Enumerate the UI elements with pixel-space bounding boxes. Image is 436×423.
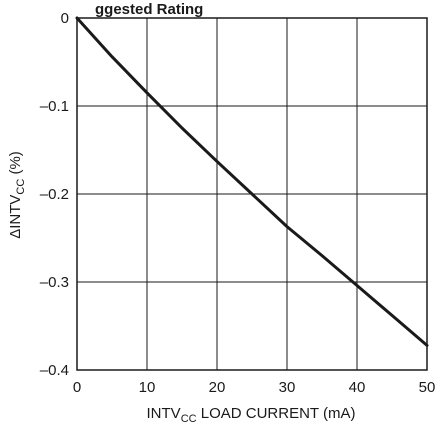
series-group	[75, 16, 429, 347]
y-tick-label: –0.3	[40, 274, 69, 291]
x-tick-label: 40	[349, 379, 366, 396]
y-tick-label: 0	[61, 10, 69, 27]
x-tick-labels: 0 10 20 30 40 50	[73, 379, 436, 396]
y-tick-label: –0.2	[40, 186, 69, 203]
series-line	[75, 16, 429, 347]
x-tick-label: 30	[279, 379, 296, 396]
x-axis-label: INTVCC LOAD CURRENT (mA)	[147, 405, 356, 423]
plot-frame	[76, 17, 428, 371]
y-tick-labels: 0 –0.1 –0.2 –0.3 –0.4	[40, 10, 69, 379]
y-axis-label: ΔINTVCC (%)	[7, 151, 27, 239]
x-tick-label: 50	[419, 379, 436, 396]
chart-title-fragment: ggested Rating	[95, 1, 203, 18]
x-tick-label: 10	[139, 379, 156, 396]
plot-border	[76, 17, 428, 371]
x-tick-label: 0	[73, 379, 81, 396]
x-tick-label: 20	[209, 379, 226, 396]
y-tick-label: –0.4	[40, 362, 69, 379]
y-tick-label: –0.1	[40, 98, 69, 115]
